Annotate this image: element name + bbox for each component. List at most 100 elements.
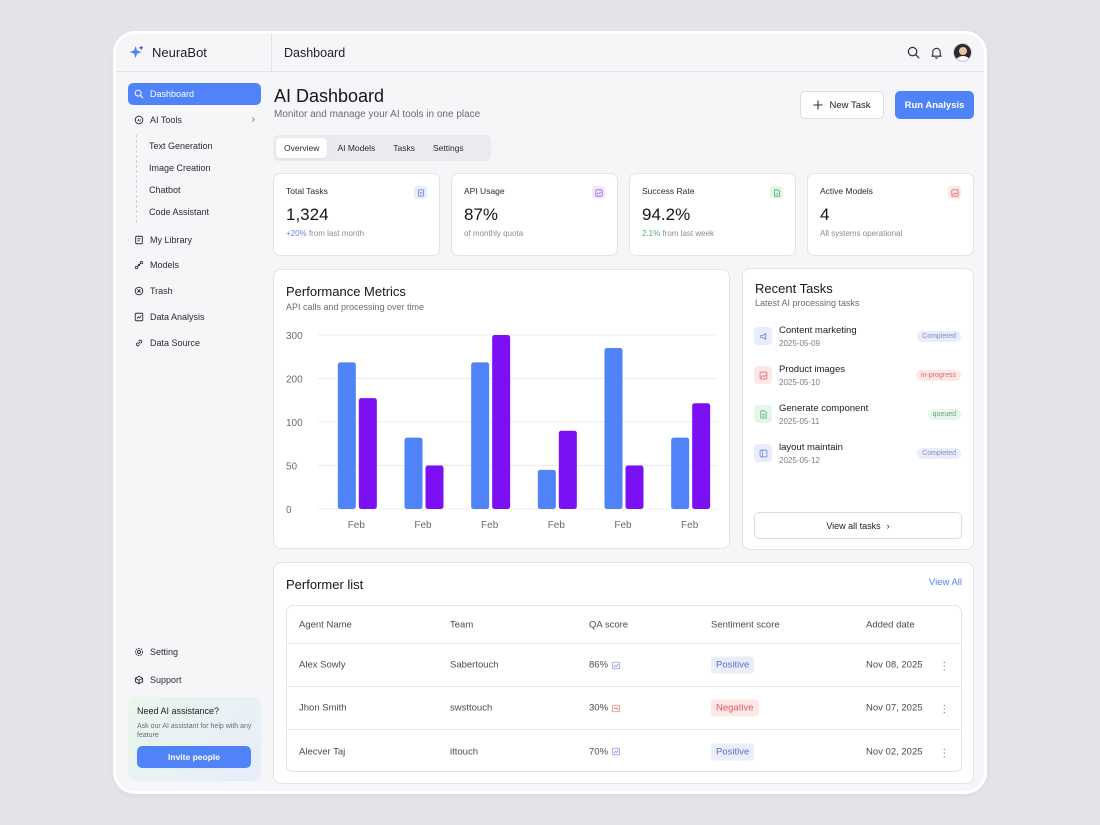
recent-tasks-panel: Recent Tasks Latest AI processing tasks … xyxy=(742,268,974,550)
stat-value: 1,324 xyxy=(286,205,329,224)
app-window: NeuraBot Dashboard Dashboard AI AI Tools… xyxy=(113,31,987,794)
sidebar-item-data-source[interactable]: Data Source xyxy=(128,332,261,354)
added-date: Nov 07, 2025 xyxy=(866,702,923,714)
performer-table: Agent Name Team QA score Sentiment score… xyxy=(286,605,962,772)
sidebar-item-label: Data Source xyxy=(150,337,201,348)
bar-api-calls xyxy=(404,437,423,509)
more-options-icon[interactable]: ⋯ xyxy=(938,703,950,713)
bar-api-calls xyxy=(337,362,356,509)
column-header[interactable]: QA score xyxy=(589,619,629,630)
table-row[interactable]: Alecver Taj ittouch 70% Positive Nov 02,… xyxy=(287,730,961,771)
table-header: Agent Name Team QA score Sentiment score… xyxy=(287,606,961,644)
invite-people-button[interactable]: Invite people xyxy=(137,746,251,768)
brand[interactable]: NeuraBot xyxy=(129,45,207,60)
submenu-item-text-generation[interactable]: Text Generation xyxy=(149,140,213,151)
submenu-item-chatbot[interactable]: Chatbot xyxy=(149,184,181,195)
new-task-label: New Task xyxy=(829,99,871,111)
task-date: 2025-05-09 xyxy=(779,339,820,348)
bar-processing xyxy=(358,398,377,509)
stat-label: Success Rate xyxy=(642,186,695,196)
column-header[interactable]: Agent Name xyxy=(299,619,352,630)
qa-value: 30% xyxy=(589,702,609,714)
support-icon xyxy=(134,675,144,685)
tab-settings[interactable]: Settings xyxy=(432,143,464,153)
stat-highlight: 2.1% xyxy=(642,229,661,238)
run-analysis-button[interactable]: Run Analysis xyxy=(895,91,974,119)
table-row[interactable]: Alex Sowly Sabertouch 86% Positive Nov 0… xyxy=(287,644,961,687)
sidebar-item-data-analysis[interactable]: Data Analysis xyxy=(128,306,261,328)
file-check-icon xyxy=(770,186,783,199)
bar-api-calls xyxy=(471,362,490,509)
sentiment-cell: Negative xyxy=(711,699,759,717)
bar-processing xyxy=(558,430,577,509)
bell-icon[interactable] xyxy=(930,46,943,59)
sidebar-item-ai-tools[interactable]: AI AI Tools › xyxy=(128,109,261,131)
sentiment-badge: Positive xyxy=(711,743,755,760)
stat-card-api-usage[interactable]: API Usage 87% of monthly quota xyxy=(451,173,618,256)
task-name: layout maintain xyxy=(779,442,843,453)
sidebar-item-label: Data Analysis xyxy=(150,311,205,322)
x-tick-label: Feb xyxy=(414,520,432,531)
view-all-tasks-button[interactable]: View all tasks › xyxy=(754,512,962,539)
y-tick-label: 50 xyxy=(286,462,298,473)
tab-tasks[interactable]: Tasks xyxy=(393,143,415,153)
stat-label: Total Tasks xyxy=(286,186,328,196)
column-header[interactable]: Team xyxy=(450,619,474,630)
document-icon xyxy=(414,186,427,199)
search-icon[interactable] xyxy=(907,46,920,59)
status-badge: in-progress xyxy=(915,370,961,381)
performance-chart: 0 50 100 200 300 Feb Feb Feb Feb Feb Feb xyxy=(286,331,718,531)
task-item[interactable]: layout maintain 2025-05-12 Completed xyxy=(754,441,961,469)
tab-overview[interactable]: Overview xyxy=(276,138,328,158)
team-name: swsttouch xyxy=(450,702,493,714)
sidebar-item-trash[interactable]: Trash xyxy=(128,280,261,302)
code-file-icon xyxy=(754,405,772,423)
qa-value: 70% xyxy=(589,746,609,757)
trash-icon xyxy=(134,286,144,296)
tab-ai-models[interactable]: AI Models xyxy=(337,143,376,153)
page-title: AI Dashboard xyxy=(274,86,385,106)
task-item[interactable]: Generate component 2025-05-11 queued xyxy=(754,402,961,430)
agent-name: Alecver Taj xyxy=(299,746,346,757)
bar-processing xyxy=(625,465,644,509)
stat-card-success-rate[interactable]: Success Rate 94.2% 2.1% from last week xyxy=(629,173,796,256)
more-options-icon[interactable]: ⋯ xyxy=(938,747,950,756)
bar-api-calls xyxy=(604,348,623,509)
new-task-button[interactable]: New Task xyxy=(800,91,884,119)
bar-api-calls xyxy=(537,469,556,509)
x-tick-label: Feb xyxy=(481,520,499,531)
task-date: 2025-05-10 xyxy=(779,378,820,387)
sidebar-item-label: Setting xyxy=(150,647,179,657)
sidebar-item-models[interactable]: Models xyxy=(128,254,261,276)
sidebar-item-support[interactable]: Support xyxy=(128,669,261,691)
more-options-icon[interactable]: ⋯ xyxy=(938,660,950,670)
stat-note: of monthly quota xyxy=(464,229,524,238)
column-header[interactable]: Sentiment score xyxy=(711,619,780,630)
sidebar-item-my-library[interactable]: My Library xyxy=(128,229,261,251)
stat-card-total-tasks[interactable]: Total Tasks 1,324 +20% from last month xyxy=(273,173,440,256)
ai-icon: AI xyxy=(134,115,144,125)
breadcrumb: Dashboard xyxy=(284,46,346,60)
sparkle-logo-icon xyxy=(129,45,144,59)
column-header[interactable]: Added date xyxy=(866,619,915,630)
user-avatar[interactable] xyxy=(953,43,972,62)
stat-value: 4 xyxy=(820,205,830,224)
chevron-right-icon[interactable]: › xyxy=(251,114,255,126)
performer-list-panel: Performer list View All Agent Name Team … xyxy=(273,562,974,784)
task-item[interactable]: Content marketing 2025-05-09 Completed xyxy=(754,324,961,352)
trend-up-icon xyxy=(612,747,620,756)
stat-card-active-models[interactable]: Active Models 4 All systems operational xyxy=(807,173,974,256)
sidebar-item-setting[interactable]: Setting xyxy=(128,641,261,663)
view-all-link[interactable]: View All xyxy=(928,577,962,588)
topbar-divider xyxy=(271,34,272,72)
submenu-item-image-creation[interactable]: Image Creation xyxy=(149,162,211,173)
qa-value: 86% xyxy=(589,659,609,671)
table-row[interactable]: Jhon Smith swsttouch 30% Negative Nov 07… xyxy=(287,687,961,730)
task-item[interactable]: Product images 2025-05-10 in-progress xyxy=(754,363,961,391)
sidebar: Dashboard AI AI Tools › Text Generation … xyxy=(128,83,261,358)
layout-icon xyxy=(754,444,772,462)
chevron-right-icon: › xyxy=(886,520,890,531)
sidebar-item-dashboard[interactable]: Dashboard xyxy=(128,83,261,105)
submenu-item-code-assistant[interactable]: Code Assistant xyxy=(149,206,210,217)
performance-subtitle: API calls and processing over time xyxy=(286,302,425,312)
